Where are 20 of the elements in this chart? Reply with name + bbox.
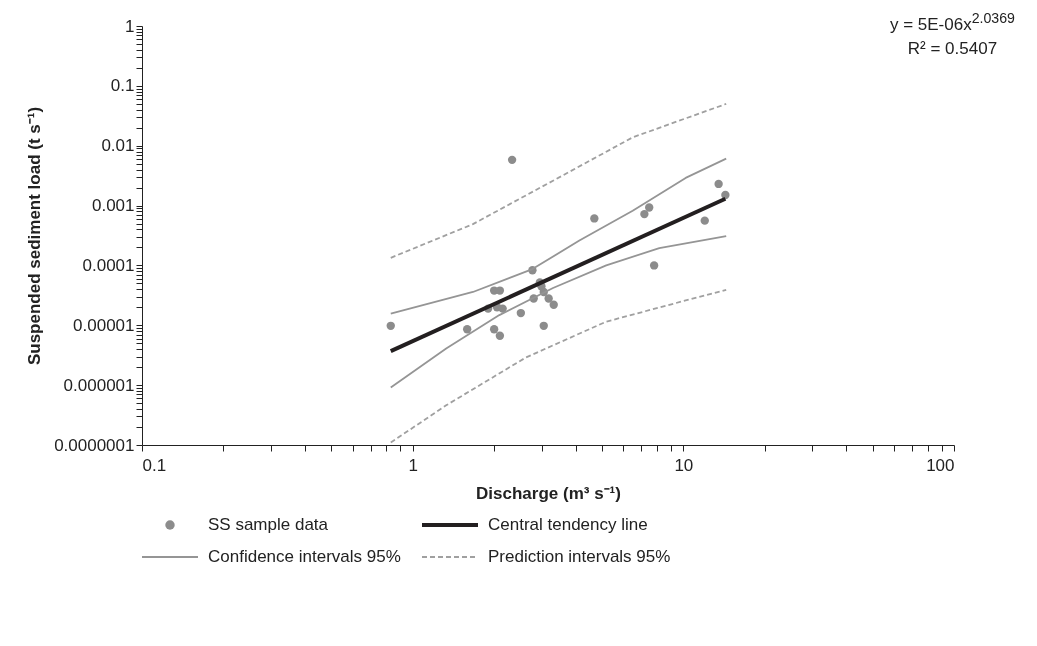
y-tick-label: 0.01 [101, 136, 135, 156]
y-tick-label: 0.00001 [73, 315, 135, 335]
legend-label: Confidence intervals 95% [208, 547, 401, 567]
x-axis-title: Discharge (m³ s⁻¹) [476, 483, 621, 503]
legend-label: Prediction intervals 95% [488, 547, 671, 567]
y-tick-label: 0.000001 [63, 375, 135, 395]
x-tick-label: 0.1 [142, 455, 167, 475]
annotation: y = 5E-06x$^{2.0369}$ [889, 9, 1015, 36]
x-tick-label: 1 [408, 455, 418, 475]
y-tick-label: 0.0000001 [54, 435, 135, 455]
y-tick-label: 0.0001 [82, 255, 135, 275]
annotation: R² = 0.5407 [906, 37, 999, 60]
legend-label: Central tendency line [488, 515, 648, 535]
x-tick-label: 10 [674, 455, 694, 475]
y-tick-label: 0.1 [110, 76, 135, 96]
y-tick-label: 0.001 [91, 196, 135, 216]
x-tick-label: 100 [926, 455, 955, 475]
y-axis-title: Suspended sediment load (t s⁻¹) [25, 106, 45, 366]
y-tick-label: 1 [125, 16, 135, 36]
legend-label: SS sample data [208, 515, 329, 535]
